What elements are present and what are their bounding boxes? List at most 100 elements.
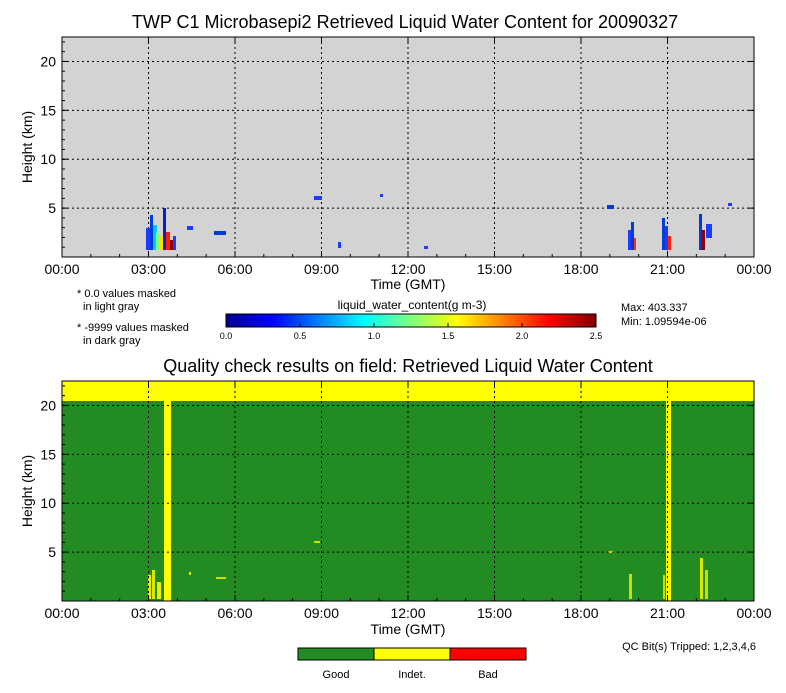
- lwc-patch: [665, 226, 668, 250]
- note-zero-masked: * 0.0 values masked: [77, 288, 176, 300]
- max-value-label: Max: 403.337: [621, 302, 688, 314]
- top-x-tick-label: 06:00: [217, 261, 252, 277]
- top-y-tick-label: 10: [40, 151, 56, 167]
- bottom-y-tick-label: 20: [40, 397, 56, 413]
- top-axis-ticks: 00:00 03:00 06:00 09:00 12:00 15:00 18:00 21:00…: [40, 37, 772, 277]
- bottom-x-tick-label: 12:00: [390, 605, 425, 621]
- qc-indeterminate-column: [164, 398, 171, 601]
- lwc-patch: [159, 236, 163, 250]
- qc-speck: [152, 570, 155, 599]
- bottom-x-axis-label: Time (GMT): [371, 621, 446, 637]
- lwc-patch: [631, 222, 634, 250]
- bottom-x-tick-label: 21:00: [650, 605, 685, 621]
- lwc-patch: [150, 215, 153, 250]
- qc-speck: [629, 574, 632, 599]
- qc-speck: [216, 577, 226, 579]
- lwc-patch: [153, 225, 157, 250]
- lwc-patch: [380, 194, 383, 197]
- colorbar-tick-label: 1.0: [368, 331, 381, 341]
- lwc-patch: [338, 242, 341, 248]
- qc-speck: [663, 575, 665, 599]
- lwc-patch: [628, 230, 631, 250]
- top-x-tick-label: 00:00: [44, 261, 79, 277]
- qc-legend-label: Indet.: [398, 669, 426, 681]
- qc-speck: [148, 575, 151, 599]
- lwc-patch: [699, 214, 702, 250]
- lwc-patch: [424, 246, 428, 249]
- qc-indeterminate-specks: [148, 541, 708, 599]
- top-x-tick-label: 18:00: [563, 261, 598, 277]
- bottom-y-tick-label: 15: [40, 446, 56, 462]
- note-zero-masked-sub: in light gray: [83, 301, 140, 313]
- bottom-x-tick-label: 03:00: [131, 605, 166, 621]
- colorbar-tick-label: 0.5: [294, 331, 307, 341]
- top-x-axis-label: Time (GMT): [371, 276, 446, 292]
- lwc-patch: [702, 230, 705, 250]
- qc-speck: [157, 582, 161, 599]
- lwc-patch: [314, 196, 322, 200]
- bottom-x-tick-label: 18:00: [563, 605, 598, 621]
- lwc-patch: [668, 236, 671, 250]
- colorbar-tick-label: 0.0: [220, 331, 233, 341]
- colorbar-tick-label: 2.0: [516, 331, 529, 341]
- bottom-x-tick-label: 06:00: [217, 605, 252, 621]
- qc-speck: [314, 541, 320, 543]
- lwc-patch: [187, 226, 193, 230]
- bottom-y-tick-label: 10: [40, 495, 56, 511]
- bottom-chart-title: Quality check results on field: Retrieve…: [163, 356, 653, 376]
- lwc-patch: [166, 232, 170, 250]
- note-fill-masked: * -9999 values masked: [77, 322, 189, 334]
- lwc-patch: [634, 238, 636, 250]
- lwc-patch: [156, 233, 159, 250]
- top-x-tick-label: 09:00: [304, 261, 339, 277]
- min-value-label: Min: 1.09594e-06: [621, 316, 707, 328]
- lwc-patch: [607, 205, 614, 209]
- colorbar-tick-label: 2.5: [590, 331, 603, 341]
- qc-speck: [705, 570, 708, 599]
- lwc-patch: [662, 218, 665, 250]
- qc-indeterminate-column: [666, 398, 671, 601]
- qc-legend-label: Good: [323, 669, 350, 681]
- lwc-patch: [170, 240, 173, 250]
- bottom-x-tick-label: 00:00: [736, 605, 771, 621]
- lwc-patch: [214, 231, 226, 235]
- top-plot-area: 00:00 03:00 06:00 09:00 12:00 15:00 18:00 21:00…: [40, 36, 772, 277]
- colorbar: [225, 313, 597, 328]
- colorbar-label: liquid_water_content(g m-3): [338, 298, 487, 312]
- qc-speck: [608, 551, 614, 553]
- top-y-tick-label: 20: [40, 53, 56, 69]
- top-gridlines: [62, 37, 754, 257]
- colorbar-tick-label: 1.5: [442, 331, 455, 341]
- top-x-tick-label: 21:00: [650, 261, 685, 277]
- qc-speck: [189, 572, 191, 575]
- qc-legend-swatch: [297, 647, 375, 661]
- top-x-tick-label: 15:00: [477, 261, 512, 277]
- bottom-x-tick-label: 15:00: [477, 605, 512, 621]
- bottom-x-tick-label: 09:00: [304, 605, 339, 621]
- top-y-tick-label: 5: [48, 200, 56, 216]
- lwc-patch: [706, 224, 712, 238]
- qc-legend-label: Bad: [478, 669, 498, 681]
- qc-legend-swatch: [449, 647, 527, 661]
- top-x-tick-label: 00:00: [736, 261, 771, 277]
- lwc-patch: [163, 208, 166, 250]
- top-cloud-features: [146, 194, 732, 250]
- colorbar-ticks: 0.0 0.5 1.0 1.5 2.0 2.5: [220, 323, 603, 341]
- lwc-patch: [146, 228, 150, 250]
- bottom-y-axis-label: Height (km): [19, 455, 35, 527]
- top-x-tick-label: 03:00: [131, 261, 166, 277]
- top-chart-title: TWP C1 Microbasepi2 Retrieved Liquid Wat…: [132, 12, 678, 32]
- bottom-plot-area: 00:00 03:00 06:00 09:00 12:00 15:00 18:00 21:00…: [40, 380, 772, 621]
- bottom-y-tick-label: 5: [48, 544, 56, 560]
- bottom-axis-ticks: 00:00 03:00 06:00 09:00 12:00 15:00 18:00 21:00…: [40, 381, 772, 621]
- qc-legend: Good Indet. Bad: [297, 647, 527, 681]
- qc-legend-swatch: [373, 647, 451, 661]
- top-x-tick-label: 12:00: [390, 261, 425, 277]
- bottom-x-tick-label: 00:00: [44, 605, 79, 621]
- top-y-tick-label: 15: [40, 102, 56, 118]
- lwc-patch: [728, 203, 732, 206]
- qc-speck: [700, 558, 703, 599]
- qc-bits-tripped-label: QC Bit(s) Tripped: 1,2,3,4,6: [622, 641, 756, 653]
- bottom-gridlines: [62, 381, 754, 601]
